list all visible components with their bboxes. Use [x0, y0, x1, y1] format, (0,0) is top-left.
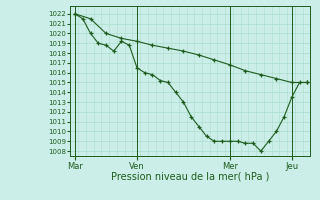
- X-axis label: Pression niveau de la mer( hPa ): Pression niveau de la mer( hPa ): [111, 172, 269, 182]
